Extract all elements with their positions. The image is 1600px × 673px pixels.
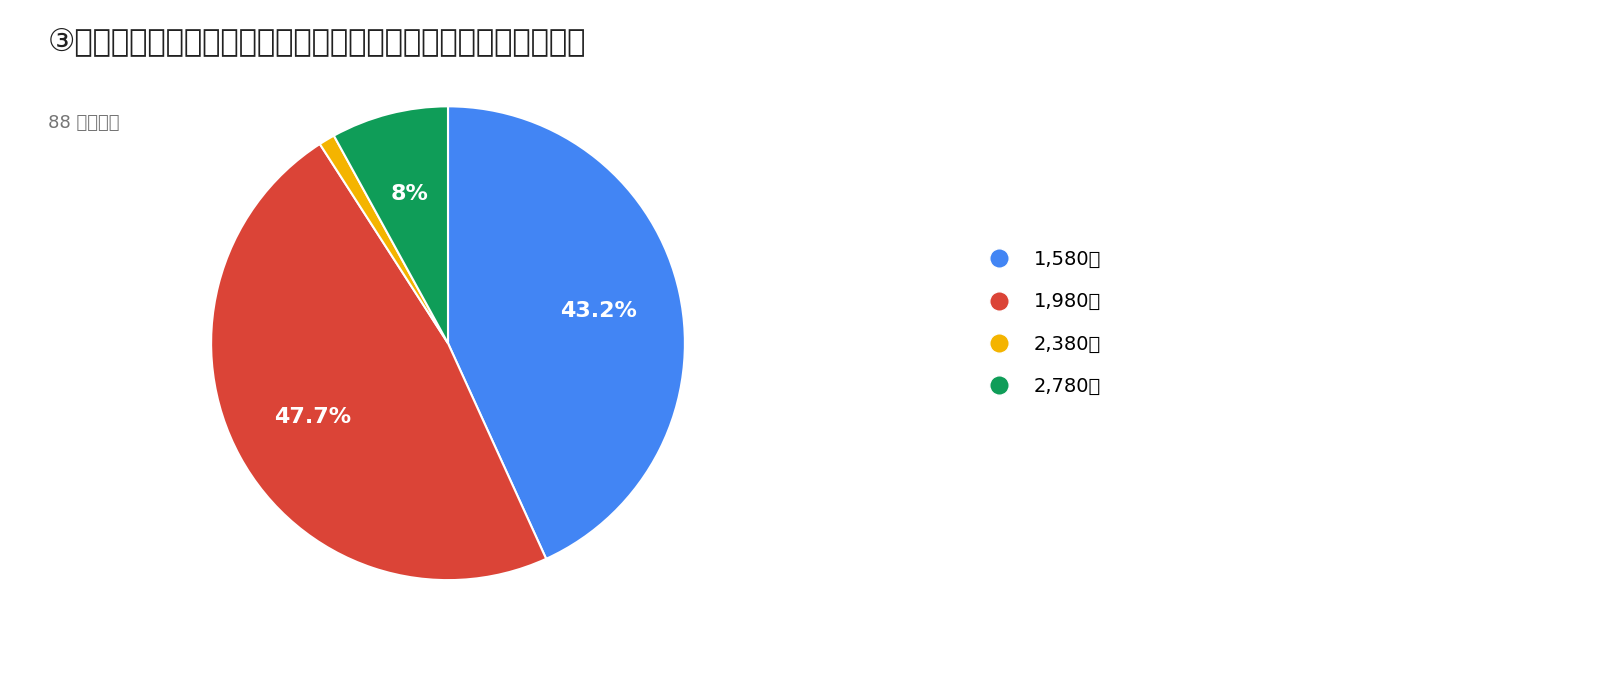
Wedge shape xyxy=(448,106,685,559)
Wedge shape xyxy=(320,136,448,343)
Wedge shape xyxy=(334,106,448,343)
Legend: 1,580円, 1,980円, 2,380円, 2,780円: 1,580円, 1,980円, 2,380円, 2,780円 xyxy=(970,240,1110,406)
Text: 43.2%: 43.2% xyxy=(560,301,637,320)
Wedge shape xyxy=(211,144,546,580)
Text: ③月額どのくらい払えますか？　（最大値をお答えください！）: ③月額どのくらい払えますか？ （最大値をお答えください！） xyxy=(48,27,586,56)
Text: 8%: 8% xyxy=(390,184,429,204)
Text: 47.7%: 47.7% xyxy=(274,407,352,427)
Text: 88 件の回答: 88 件の回答 xyxy=(48,114,120,133)
